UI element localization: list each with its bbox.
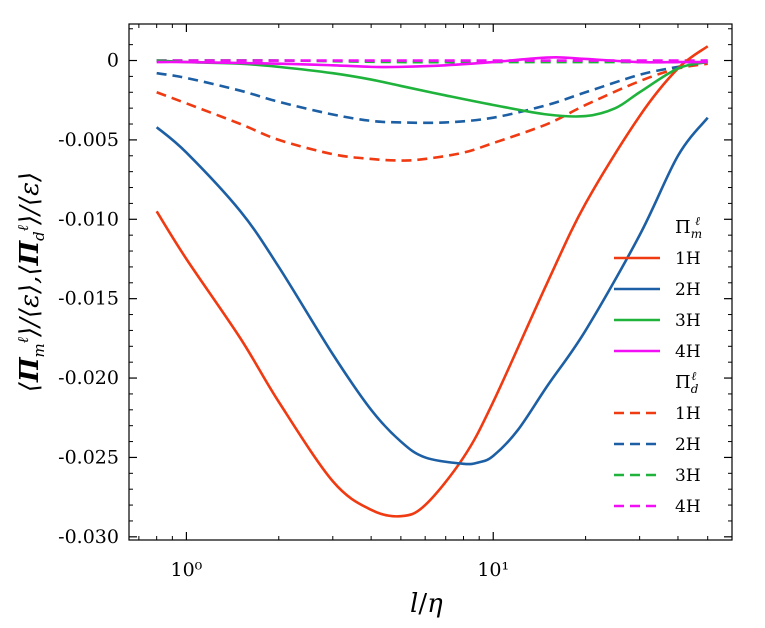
x-tick-label: 10¹ bbox=[477, 559, 509, 581]
x-tick-label: 10⁰ bbox=[171, 559, 203, 581]
y-tick-label: -0.015 bbox=[58, 288, 119, 310]
legend-label-d-3h: 3H bbox=[675, 466, 701, 486]
plot-frame bbox=[128, 23, 733, 541]
series-line-m-3h bbox=[156, 59, 708, 118]
minor-ticks bbox=[129, 24, 733, 540]
x-axis-label: l/η bbox=[410, 589, 443, 619]
major-ticks bbox=[129, 24, 732, 540]
legend-label-m-4h: 4H bbox=[675, 342, 701, 362]
legend-label-d-4h: 4H bbox=[675, 497, 701, 517]
legend-label-d-2h: 2H bbox=[675, 435, 701, 455]
y-tick-label: -0.010 bbox=[58, 208, 119, 230]
legend-title-m: Πmℓ bbox=[675, 214, 702, 241]
y-tick-labels: 0 -0.005 -0.010 -0.015 -0.020 -0.025 -0.030 bbox=[58, 50, 119, 548]
legend-label-m-1h: 1H bbox=[675, 249, 701, 269]
y-tick-label: -0.030 bbox=[58, 526, 119, 548]
legend: Πmℓ 1H 2H 3H 4H Πdℓ 1H 2H 3H 4H bbox=[614, 214, 702, 517]
series-line-m-2h bbox=[155, 116, 709, 466]
y-tick-label: -0.020 bbox=[58, 367, 119, 389]
series-lines bbox=[155, 45, 709, 518]
series-line-d-1h bbox=[156, 62, 708, 162]
legend-title-d: Πdℓ bbox=[675, 369, 699, 396]
y-tick-label: 0 bbox=[107, 50, 119, 72]
y-tick-label: -0.025 bbox=[58, 446, 119, 468]
y-axis-label: ⟨Πmℓ⟩/⟨ε⟩,⟨Πdℓ⟩/⟨ε⟩ bbox=[14, 172, 48, 392]
series-line-m-1h bbox=[155, 45, 709, 518]
legend-label-m-3h: 3H bbox=[675, 311, 701, 331]
series-line-m-4h bbox=[156, 56, 708, 69]
legend-label-m-2h: 2H bbox=[675, 280, 701, 300]
y-tick-label: -0.005 bbox=[58, 129, 119, 151]
legend-label-d-1h: 1H bbox=[675, 404, 701, 424]
series-line-d-2h bbox=[156, 60, 708, 125]
x-tick-labels: 10⁰ 10¹ bbox=[171, 559, 510, 581]
